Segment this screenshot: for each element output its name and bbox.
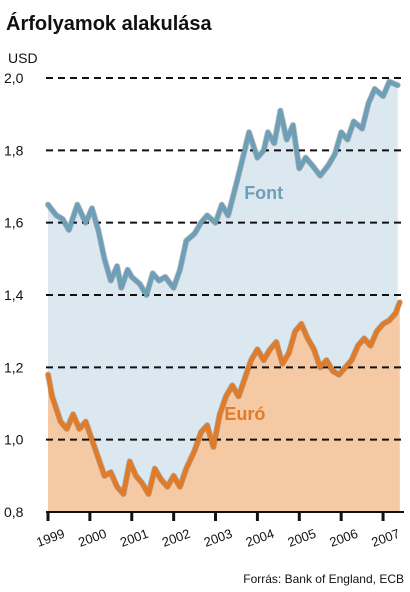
x-tick-label: 2003 <box>202 526 234 550</box>
x-tick-label: 2006 <box>327 526 359 550</box>
plot-area: 2,0 1,8 1,6 1,4 1,2 1,0 0,8 1999 2000 2001 2002 200… <box>4 70 404 550</box>
series-label-font: Font <box>244 183 283 203</box>
y-tick-label: 0,8 <box>4 504 24 520</box>
font-line <box>45 79 400 298</box>
x-tick-label: 2000 <box>76 526 108 550</box>
x-tick-label: 2004 <box>244 526 276 550</box>
y-tick-label: 1,6 <box>4 215 24 231</box>
x-tick-label: 2005 <box>286 526 318 550</box>
y-tick-label: 1,0 <box>4 432 24 448</box>
x-tick-label: 1999 <box>34 526 66 550</box>
euro-line <box>45 299 403 497</box>
y-tick-label: 1,4 <box>4 287 24 303</box>
series-label-euro: Euró <box>224 404 265 424</box>
y-tick-label: 1,2 <box>4 359 24 375</box>
y-tick-label: 2,0 <box>4 70 24 86</box>
y-tick-label: 1,8 <box>4 142 24 158</box>
y-axis-unit: USD <box>8 50 38 66</box>
x-tick-label: 2002 <box>160 526 192 550</box>
chart-title: Árfolyamok alakulása <box>6 12 213 35</box>
source-note: Forrás: Bank of England, ECB <box>243 572 404 586</box>
x-tick-label: 2001 <box>118 526 150 550</box>
x-tick-label: 2007 <box>369 526 401 550</box>
